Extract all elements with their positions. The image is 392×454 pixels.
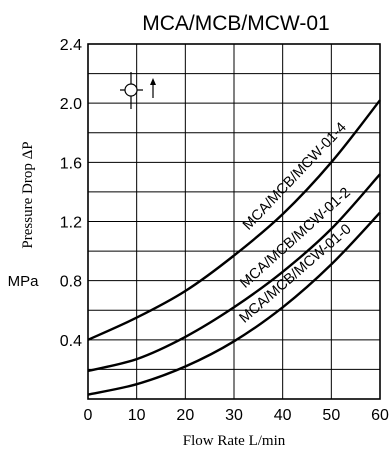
tick-labels: 0 10 20 30 40 50 60 0.4 0.8 1.2 1.6 2.0 2.4 [60,37,389,424]
x-tick-label: 40 [274,407,292,424]
plot-frame [87,43,381,400]
y-tick-label: 0.4 [60,333,82,350]
grid [87,43,381,400]
x-tick-label: 50 [322,407,340,424]
series-line [87,211,381,396]
y-tick-label: 1.2 [60,215,82,232]
y-tick-label: 2.0 [60,96,82,113]
y-unit-label: MPa [8,273,40,290]
y-tick-label: 0.8 [60,274,82,291]
series-line [87,99,381,341]
x-tick-label: 20 [176,407,194,424]
series-label: MCA/MCB/MCW-01-4 [240,120,350,234]
chart-title: MCA/MCB/MCW-01 [142,12,329,35]
y-axis-label: Pressure Drop ΔP [20,141,36,248]
y-tick-label: 1.6 [60,155,82,172]
x-tick-label: 10 [128,407,146,424]
check-valve-icon [120,72,156,109]
series-line [87,173,381,373]
x-axis-label: Flow Rate L/min [183,433,286,449]
x-tick-label: 0 [84,407,93,424]
x-tick-label: 30 [225,407,243,424]
x-tick-label: 60 [371,407,389,424]
y-tick-label: 2.4 [60,37,82,54]
